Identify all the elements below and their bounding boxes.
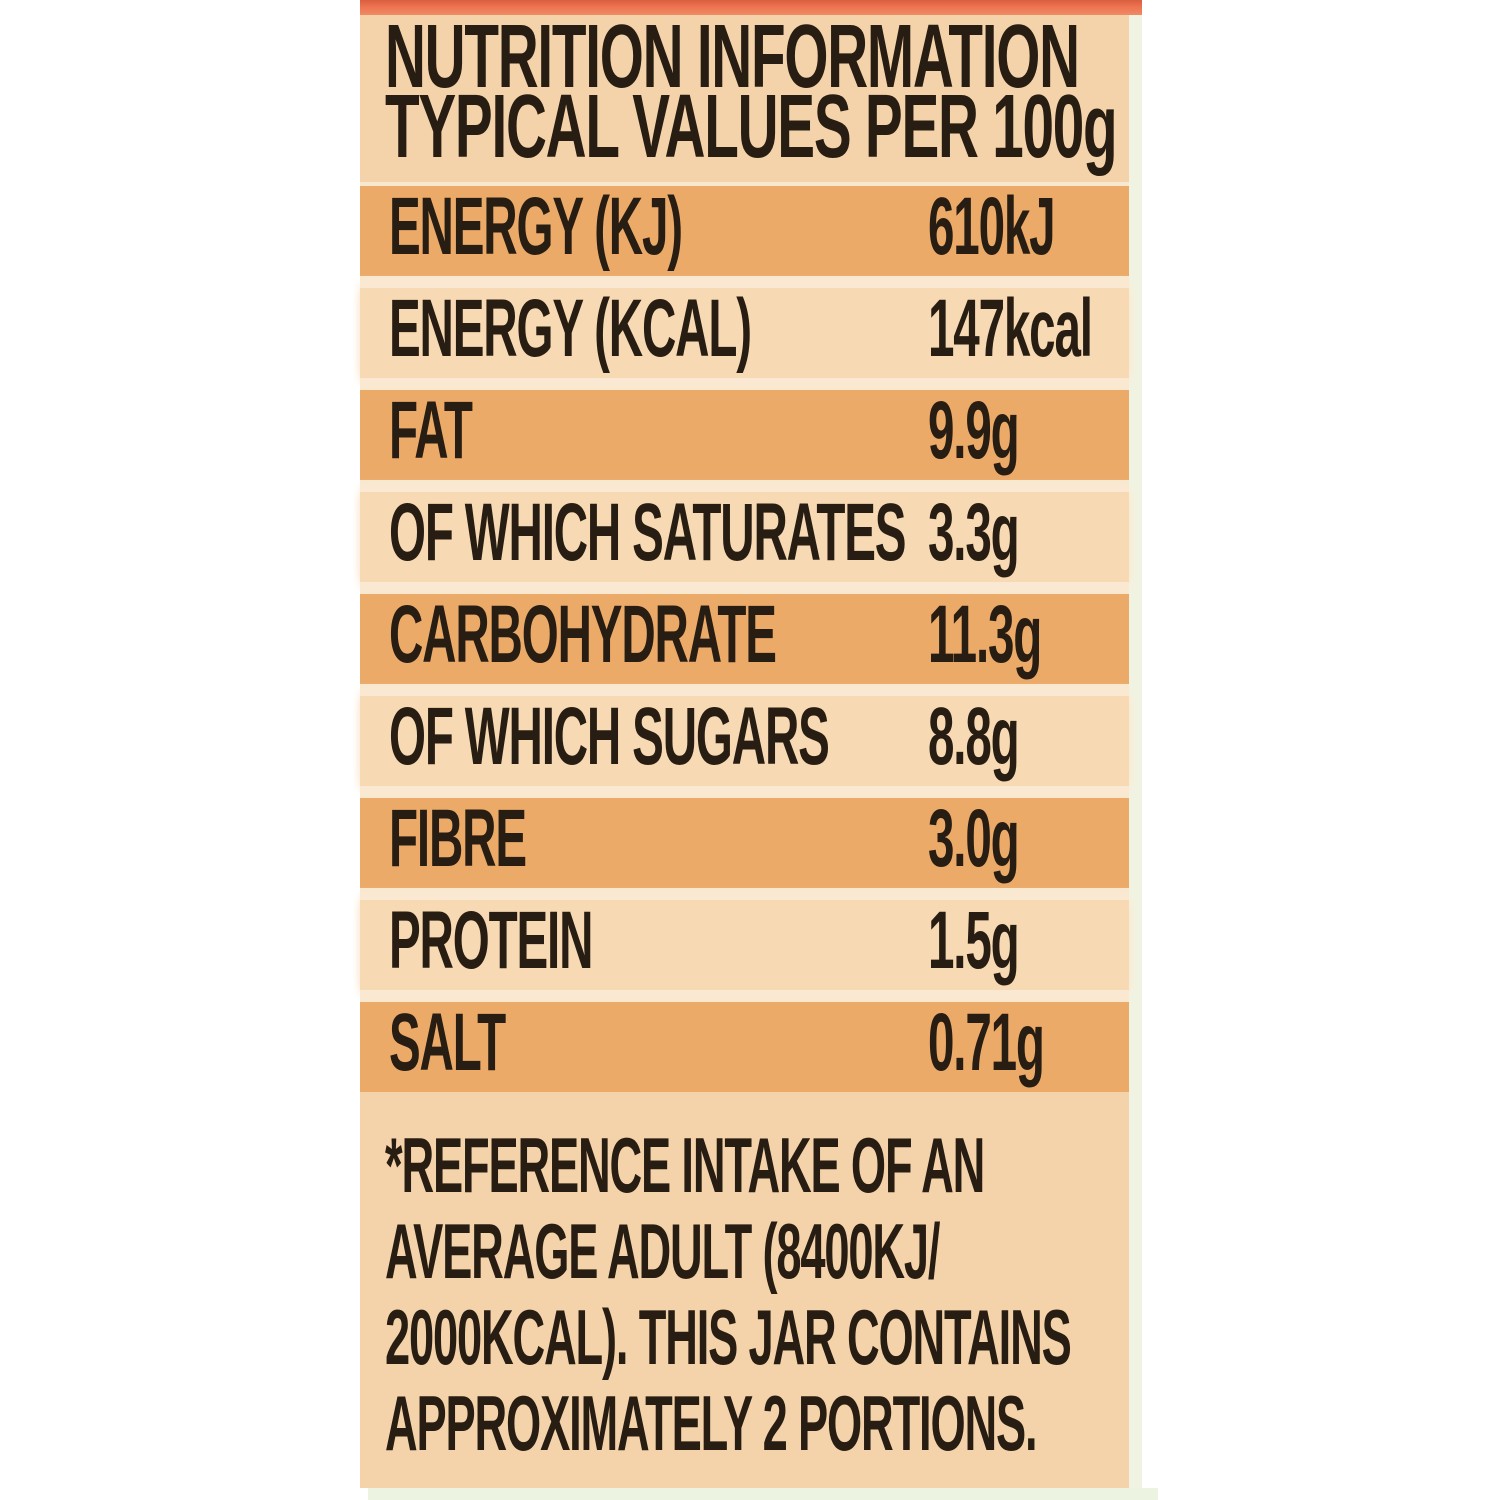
nutrition-label: NUTRITION INFORMATION TYPICAL VALUES PER… — [360, 0, 1142, 1488]
table-row-carbohydrate: CARBOHYDRATE 11.3g — [360, 589, 1129, 684]
row-label: SALT — [389, 997, 506, 1089]
table-row-fibre: FIBRE 3.0g — [360, 793, 1129, 888]
table-row-protein: PROTEIN 1.5g — [360, 895, 1129, 990]
row-label: ENERGY (KCAL) — [389, 283, 752, 375]
row-value: 610kJ — [928, 181, 1056, 273]
footnote-line-4: APPROXIMATELY 2 PORTIONS. — [385, 1379, 1038, 1467]
table-row-salt: SALT 0.71g — [360, 997, 1129, 1092]
table-row-energy-kcal: ENERGY (KCAL) 147kcal — [360, 283, 1129, 378]
row-label: ENERGY (KJ) — [389, 181, 683, 273]
row-label: FAT — [389, 385, 473, 477]
label-title: NUTRITION INFORMATION TYPICAL VALUES PER… — [385, 7, 1118, 177]
row-value: 0.71g — [928, 997, 1045, 1089]
table-row-fat: FAT 9.9g — [360, 385, 1129, 480]
footnote-line-1: *REFERENCE INTAKE OF AN — [385, 1121, 985, 1209]
row-label: CARBOHYDRATE — [389, 589, 777, 681]
top-accent-bar — [360, 0, 1142, 15]
row-label: FIBRE — [389, 793, 527, 885]
footnote-line-2: AVERAGE ADULT (8400KJ/ — [385, 1207, 941, 1295]
row-label: PROTEIN — [389, 895, 593, 987]
row-value: 8.8g — [928, 691, 1020, 783]
title-line-1: NUTRITION INFORMATION — [385, 7, 1080, 107]
row-label: OF WHICH SATURATES — [389, 487, 906, 579]
row-value: 9.9g — [928, 385, 1020, 477]
table-row-saturates: OF WHICH SATURATES 3.3g — [360, 487, 1129, 582]
reference-intake-footnote: *REFERENCE INTAKE OF AN AVERAGE ADULT (8… — [385, 1121, 1072, 1467]
footnote-line-3: 2000KCAL). THIS JAR CONTAINS — [385, 1293, 1072, 1381]
row-value: 147kcal — [928, 283, 1093, 375]
table-row-energy-kj: ENERGY (KJ) 610kJ — [360, 181, 1129, 276]
row-value: 3.3g — [928, 487, 1020, 579]
right-edge-strip — [1129, 15, 1142, 1488]
row-value: 3.0g — [928, 793, 1020, 885]
title-line-2: TYPICAL VALUES PER 100g — [385, 77, 1118, 177]
row-label: OF WHICH SUGARS — [389, 691, 830, 783]
table-row-sugars: OF WHICH SUGARS 8.8g — [360, 691, 1129, 786]
nutrition-table: ENERGY (KJ) 610kJ ENERGY (KCAL) 147kcal … — [360, 181, 1129, 1092]
bottom-edge-strip — [368, 1488, 1158, 1500]
row-value: 1.5g — [928, 895, 1020, 987]
row-value: 11.3g — [928, 589, 1042, 681]
